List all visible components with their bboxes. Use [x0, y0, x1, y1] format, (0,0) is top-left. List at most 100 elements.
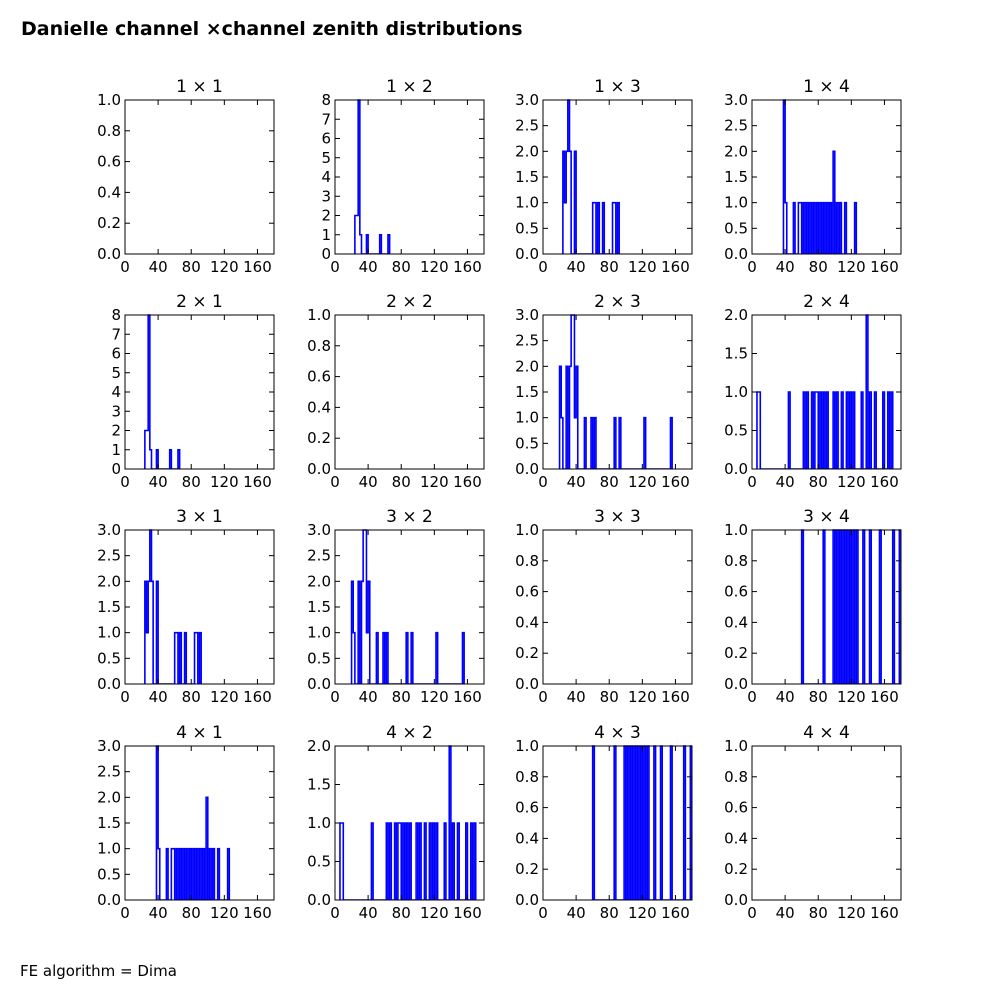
subplot-1-1: 1 × 1 0 40 80 120 160 0.0 0.2 0.4 0.6 0.8 1.0: [97, 77, 275, 276]
y-tick-label: 1.0: [307, 306, 331, 324]
y-tick-label: 0.8: [97, 122, 121, 140]
y-tick-label: 1.0: [515, 409, 539, 427]
x-tick-label: 80: [600, 688, 619, 706]
x-tick-label: 120: [420, 258, 449, 276]
subplot-4-3: 4 × 3 0 40 80 120 160 0.0 0.2 0.4 0.6 0.8 1.0: [515, 723, 693, 922]
plot-frame: [124, 314, 275, 470]
x-tick-label: 160: [661, 688, 690, 706]
x-tick-label: 120: [210, 904, 239, 922]
y-tick-label: 1.5: [515, 168, 539, 186]
y-tick-label: 0: [321, 245, 331, 263]
subplot-title: 2 × 1: [176, 292, 223, 312]
subplot-title: 4 × 3: [594, 723, 641, 743]
y-tick-label: 0.0: [515, 891, 539, 909]
x-tick-label: 120: [628, 258, 657, 276]
y-tick-label: 1.0: [97, 840, 121, 858]
x-tick-label: 0: [747, 473, 757, 491]
plot-frame: [334, 99, 485, 255]
y-tick-label: 0.6: [724, 583, 748, 601]
y-tick-label: 0.0: [515, 675, 539, 693]
x-tick-label: 160: [243, 258, 272, 276]
y-tick-label: 0.5: [97, 865, 121, 883]
subplot-2-4: 2 × 4 0 40 80 120 160 0.0 0.5 1.0 1.5 2.0: [724, 292, 902, 491]
y-tick-label: 8: [111, 306, 121, 324]
y-tick-label: 7: [111, 325, 121, 343]
subplot-title: 2 × 4: [803, 292, 850, 312]
histogram-series: [350, 529, 465, 684]
y-tick-label: 1.0: [97, 624, 121, 642]
y-tick-label: 0: [111, 460, 121, 478]
y-tick-label: 5: [111, 364, 121, 382]
x-tick-label: 120: [837, 688, 866, 706]
y-tick-label: 2.0: [724, 142, 748, 160]
x-tick-label: 40: [149, 904, 168, 922]
x-tick-label: 120: [210, 688, 239, 706]
histogram-series: [756, 314, 894, 469]
x-tick-label: 120: [837, 258, 866, 276]
x-tick-label: 80: [809, 473, 828, 491]
y-tick-label: 0.0: [724, 460, 748, 478]
subplot-title: 1 × 1: [176, 77, 223, 97]
y-tick-label: 0.5: [515, 219, 539, 237]
subplot-title: 3 × 3: [594, 507, 641, 527]
x-tick-label: 40: [776, 904, 795, 922]
subplot-title: 3 × 1: [176, 507, 223, 527]
x-tick-label: 80: [600, 473, 619, 491]
y-tick-label: 0.5: [724, 422, 748, 440]
x-tick-label: 80: [392, 258, 411, 276]
page-title: Danielle channel ×channel zenith distrib…: [21, 18, 523, 40]
plot-frame: [334, 314, 485, 470]
y-tick-label: 0.2: [724, 644, 748, 662]
x-tick-label: 40: [359, 688, 378, 706]
y-tick-label: 1.0: [307, 814, 331, 832]
x-tick-label: 160: [661, 258, 690, 276]
x-tick-label: 160: [870, 904, 899, 922]
y-tick-label: 0.0: [97, 245, 121, 263]
subplot-3-3: 3 × 3 0 40 80 120 160 0.0 0.2 0.4 0.6 0.8 1.0: [515, 507, 693, 706]
y-tick-label: 2.0: [307, 737, 331, 755]
y-tick-label: 2.5: [307, 547, 331, 565]
x-tick-label: 0: [330, 473, 340, 491]
y-tick-label: 0.0: [97, 891, 121, 909]
x-tick-label: 40: [149, 473, 168, 491]
y-tick-label: 1.0: [515, 737, 539, 755]
y-tick-label: 1: [111, 441, 121, 459]
x-tick-label: 80: [182, 473, 201, 491]
y-tick-label: 0.2: [307, 429, 331, 447]
footer-note: FE algorithm = Dima: [20, 962, 177, 980]
y-tick-label: 0.6: [724, 799, 748, 817]
y-tick-label: 0.2: [515, 860, 539, 878]
y-tick-label: 1.5: [724, 168, 748, 186]
x-tick-label: 120: [420, 904, 449, 922]
x-tick-label: 40: [567, 904, 586, 922]
y-tick-label: 0.6: [307, 368, 331, 386]
y-tick-label: 3: [111, 402, 121, 420]
y-tick-label: 0.4: [97, 183, 121, 201]
subplot-title: 1 × 4: [803, 77, 850, 97]
x-tick-label: 120: [420, 688, 449, 706]
x-tick-label: 0: [538, 688, 548, 706]
y-tick-label: 0.6: [515, 799, 539, 817]
x-tick-label: 0: [120, 473, 130, 491]
y-tick-label: 0.2: [515, 644, 539, 662]
x-tick-label: 80: [182, 258, 201, 276]
histogram-series: [558, 314, 673, 469]
y-tick-label: 0.4: [515, 613, 539, 631]
y-tick-label: 5: [321, 149, 331, 167]
y-tick-label: 3.0: [97, 737, 121, 755]
y-tick-label: 0.2: [97, 214, 121, 232]
subplot-4-1: 4 × 1 0 40 80 120 160 0.0 0.5 1.0 1.5 2.0 2.5 3.0: [97, 723, 275, 922]
plot-frame: [751, 529, 902, 685]
x-tick-label: 160: [661, 473, 690, 491]
y-tick-label: 1.0: [515, 194, 539, 212]
histogram-series: [782, 99, 858, 254]
x-tick-label: 0: [330, 688, 340, 706]
x-tick-label: 120: [420, 473, 449, 491]
subplot-title: 1 × 3: [594, 77, 641, 97]
subplot-title: 1 × 2: [386, 77, 433, 97]
y-tick-label: 1.5: [307, 598, 331, 616]
subplot-4-4: 4 × 4 0 40 80 120 160 0.0 0.2 0.4 0.6 0.8 1.0: [724, 723, 902, 922]
y-tick-label: 0.2: [724, 860, 748, 878]
y-tick-label: 0.0: [724, 245, 748, 263]
